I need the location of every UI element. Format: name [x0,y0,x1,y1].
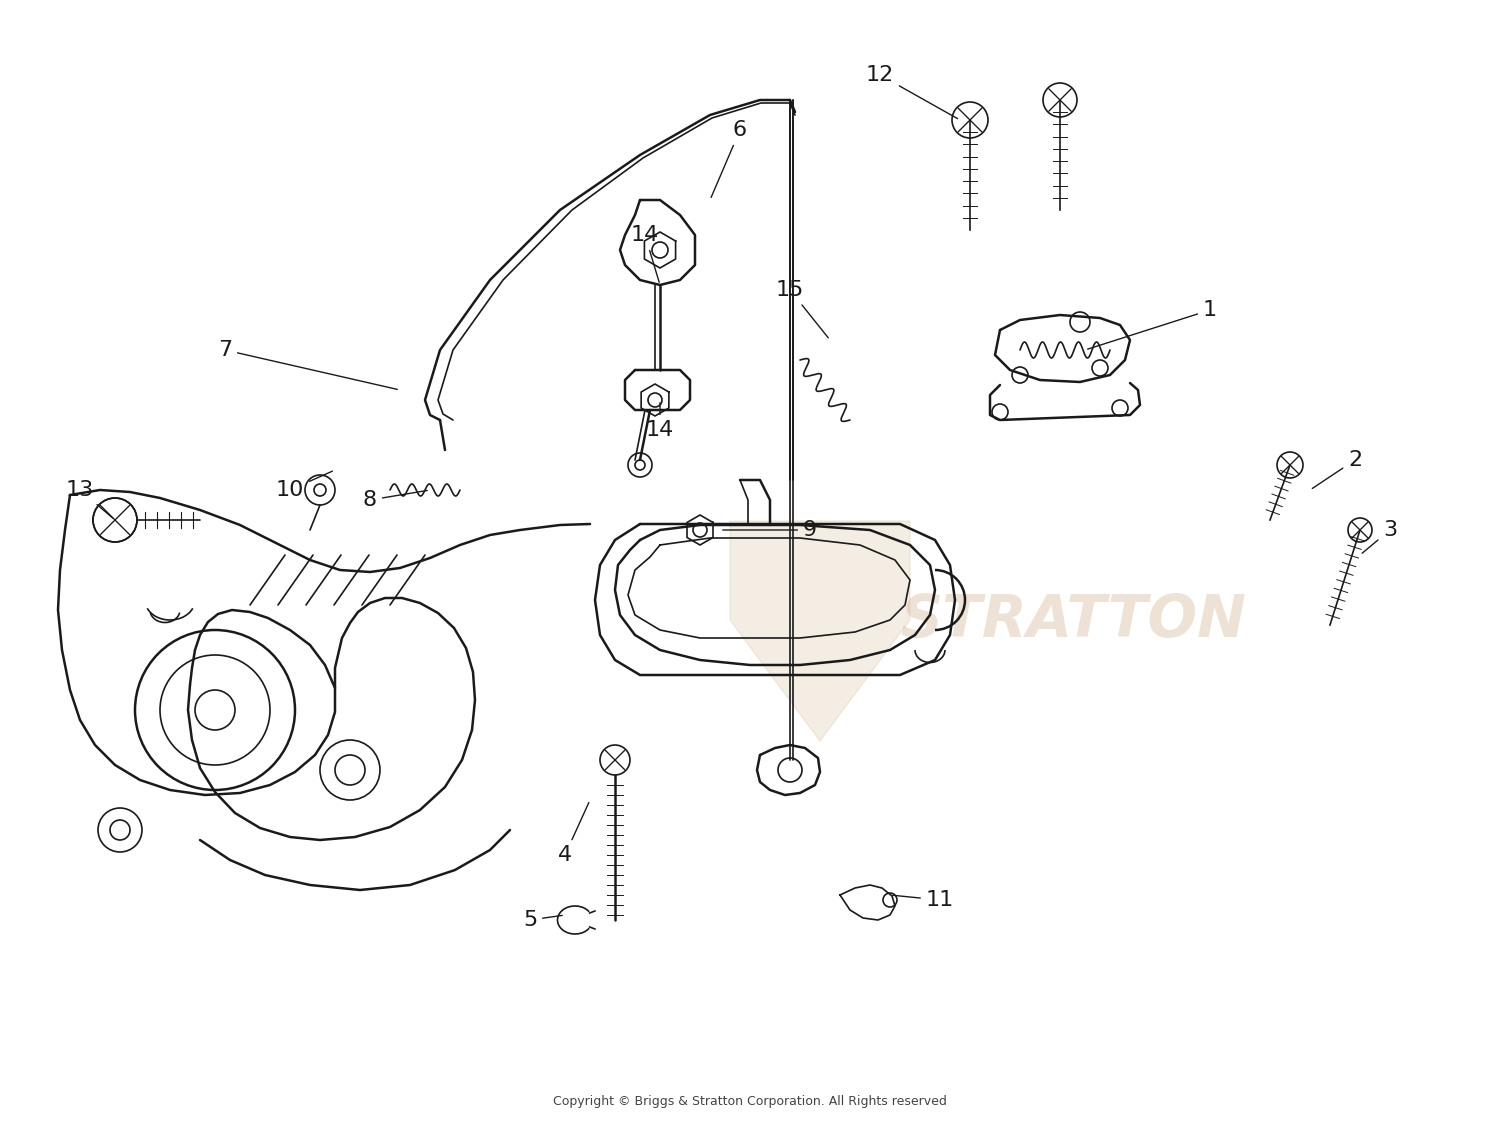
Text: 13: 13 [66,481,112,518]
Text: 3: 3 [1362,520,1396,553]
Text: 12: 12 [865,65,957,118]
Text: 6: 6 [711,120,747,198]
Text: 4: 4 [558,802,590,864]
Text: 2: 2 [1312,450,1362,488]
Polygon shape [730,521,910,741]
Text: 14: 14 [646,403,674,440]
Text: Copyright © Briggs & Stratton Corporation. All Rights reserved: Copyright © Briggs & Stratton Corporatio… [554,1095,946,1108]
Text: 5: 5 [524,910,562,930]
Text: 9: 9 [723,520,818,540]
Text: 11: 11 [892,889,954,910]
Text: 8: 8 [363,490,428,510]
Text: 14: 14 [632,225,658,283]
Text: 15: 15 [776,279,828,337]
Text: 10: 10 [276,471,333,500]
Text: STRATTON: STRATTON [900,592,1246,649]
Text: 1: 1 [1088,300,1216,349]
Text: 7: 7 [217,340,398,390]
